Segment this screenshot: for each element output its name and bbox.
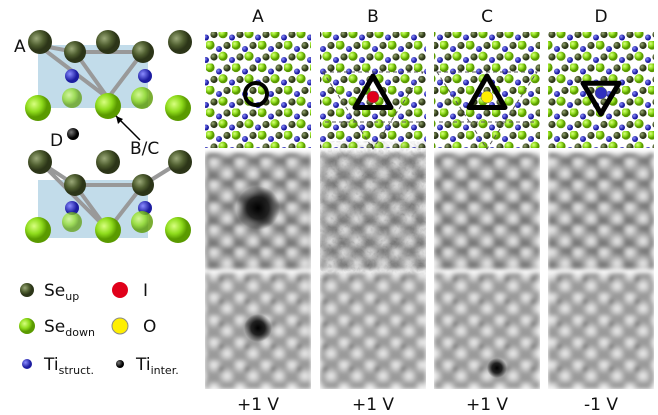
column-label: C: [481, 7, 493, 27]
panel-column: [320, 32, 426, 389]
lattice-model: [320, 32, 426, 148]
bias-label: +1 V: [237, 395, 279, 415]
bias-label: +1 V: [466, 395, 508, 415]
site-atom: [367, 91, 379, 103]
defect-spot: [236, 186, 280, 230]
site-atom: [595, 87, 607, 99]
bias-label: -1 V: [584, 395, 618, 415]
figure: A B/C D Seup I Sedown O Tistruct. Tiinte…: [0, 0, 658, 415]
column-label: A: [252, 7, 264, 27]
panel-column: [205, 32, 311, 389]
legend-label: Seup: [44, 281, 79, 303]
legend-label: Sedown: [44, 317, 95, 339]
column-label: B: [367, 7, 379, 27]
legend-label: Tistruct.: [43, 355, 94, 377]
panel-grid: A +1 V B +1 V C +1 V D -1 V: [205, 7, 654, 415]
site-atom: [481, 91, 493, 103]
bias-label: +1 V: [352, 395, 394, 415]
panel-column: [434, 32, 540, 389]
defect-spot: [487, 358, 507, 378]
lattice-model: [434, 32, 540, 148]
legend-label: Tiinter.: [135, 355, 179, 377]
site-label: A: [14, 37, 26, 57]
stm-simulation: [434, 273, 540, 389]
legend-label: I: [143, 281, 148, 301]
panel-column: [548, 32, 654, 389]
stm-image: [548, 153, 654, 269]
site-label: B/C: [130, 139, 159, 159]
stm-image: [434, 153, 540, 269]
stm-simulation: [320, 273, 426, 389]
stm-simulation: [548, 273, 654, 389]
lattice-model: [205, 32, 311, 148]
column-label: D: [594, 7, 607, 27]
stm-noise: [320, 153, 426, 269]
site-label: D: [50, 131, 63, 151]
legend-label: O: [143, 317, 156, 337]
defect-spot: [244, 314, 272, 342]
